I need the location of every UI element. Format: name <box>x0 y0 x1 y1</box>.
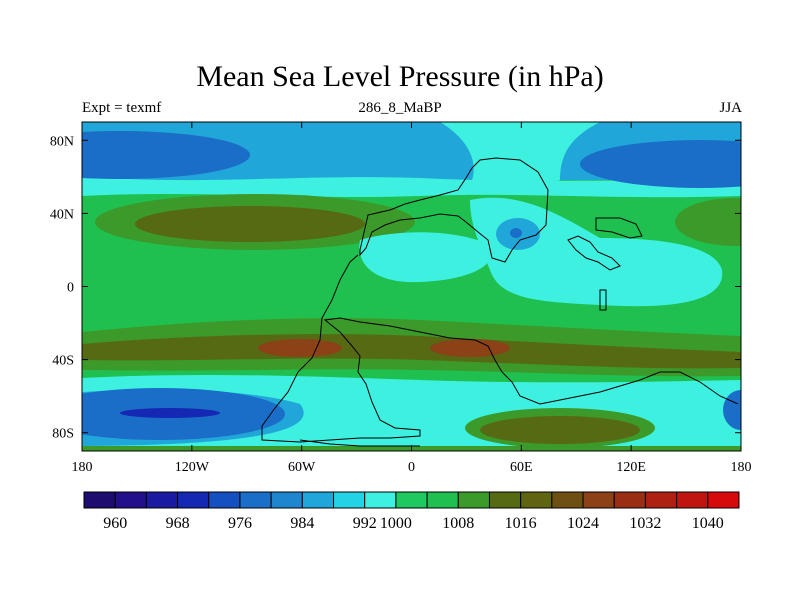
north-atlantic-low <box>580 140 741 188</box>
x-tick-label: 120W <box>175 460 210 475</box>
south-high-atlantic <box>258 339 342 357</box>
colorbar-bin <box>114 491 147 509</box>
y-tick-label: 0 <box>67 281 74 296</box>
colorbar-bin <box>613 491 646 509</box>
x-axis: 180 120W 60W 0 60E 120E 180 <box>72 122 752 475</box>
colorbar-bin <box>644 491 678 509</box>
colorbar-label: 1024 <box>567 515 599 532</box>
south-high-polar-core <box>480 416 640 444</box>
outline-gondwana <box>261 254 739 443</box>
colorbar-label: 1016 <box>505 515 537 532</box>
period-label: 286_8_MaBP <box>358 100 442 116</box>
y-axis: 80N 40N 0 40S 80S <box>50 134 741 442</box>
north-high-east <box>675 198 741 246</box>
colorbar-bin <box>676 491 709 509</box>
outline-laurasia <box>359 157 549 263</box>
outline-small-island <box>599 289 607 311</box>
colorbar-bin <box>457 491 490 509</box>
colorbar-bin <box>551 491 584 509</box>
x-tick-label: 0 <box>408 460 415 475</box>
colorbar-bin <box>488 491 522 509</box>
outline-cathaysia <box>567 235 621 271</box>
colorbar-bin <box>582 491 615 509</box>
colorbar-bin <box>707 491 740 509</box>
colorbar-bin <box>145 491 179 509</box>
continent-outlines <box>261 157 739 447</box>
colorbar-label: 968 <box>166 515 190 532</box>
season-label: JJA <box>719 100 742 116</box>
south-indian-low <box>723 390 741 430</box>
colorbar-bin <box>177 491 210 509</box>
x-tick-label: 180 <box>72 460 93 475</box>
x-tick-label: 120E <box>616 460 646 475</box>
colorbar-label: 1032 <box>629 515 661 532</box>
colorbar-bin <box>426 491 459 509</box>
south-ridge-1020 <box>82 334 741 369</box>
colorbar-bin <box>208 491 241 509</box>
colorbar-bin <box>239 491 272 509</box>
colorbar-bin <box>333 491 366 509</box>
south-high-indian <box>430 339 510 357</box>
outline-east-block <box>595 217 643 239</box>
y-tick-label: 40N <box>50 207 74 222</box>
pressure-field <box>82 122 741 451</box>
south-pacific-low-core <box>120 408 220 418</box>
x-tick-label: 180 <box>731 460 752 475</box>
colorbar-label: 1000 <box>380 515 412 532</box>
colorbar-label: 976 <box>228 515 252 532</box>
colorbar-bin <box>395 491 428 509</box>
tropical-992-center <box>510 228 522 238</box>
colorbar-bin <box>364 491 397 509</box>
experiment-label: Expt = texmf <box>82 100 162 116</box>
colorbar-label: 1040 <box>692 515 724 532</box>
map-title: Mean Sea Level Pressure (in hPa) <box>196 60 604 93</box>
north-high-west-core <box>135 206 365 242</box>
colorbar: 960 968 976 984 992 1000 1008 1016 1024 1032 1040 <box>83 491 740 532</box>
x-tick-label: 60W <box>288 460 316 475</box>
colorbar-label: 960 <box>103 515 127 532</box>
colorbar-label: 984 <box>290 515 314 532</box>
north-gap-1000 <box>440 122 600 190</box>
north-pacific-low <box>82 131 250 179</box>
colorbar-label: 992 <box>353 515 377 532</box>
colorbar-bin <box>301 491 335 509</box>
colorbar-label: 1008 <box>442 515 474 532</box>
colorbar-bin <box>520 491 553 509</box>
y-tick-label: 80N <box>50 134 74 149</box>
y-tick-label: 80S <box>52 427 74 442</box>
y-tick-label: 40S <box>52 354 74 369</box>
colorbar-bin <box>83 491 116 509</box>
x-tick-label: 60E <box>510 460 533 475</box>
outline-south-pole <box>299 439 420 447</box>
band-north-1000 <box>82 176 741 198</box>
colorbar-bin <box>270 491 303 509</box>
tropical-1000-west <box>359 232 492 283</box>
